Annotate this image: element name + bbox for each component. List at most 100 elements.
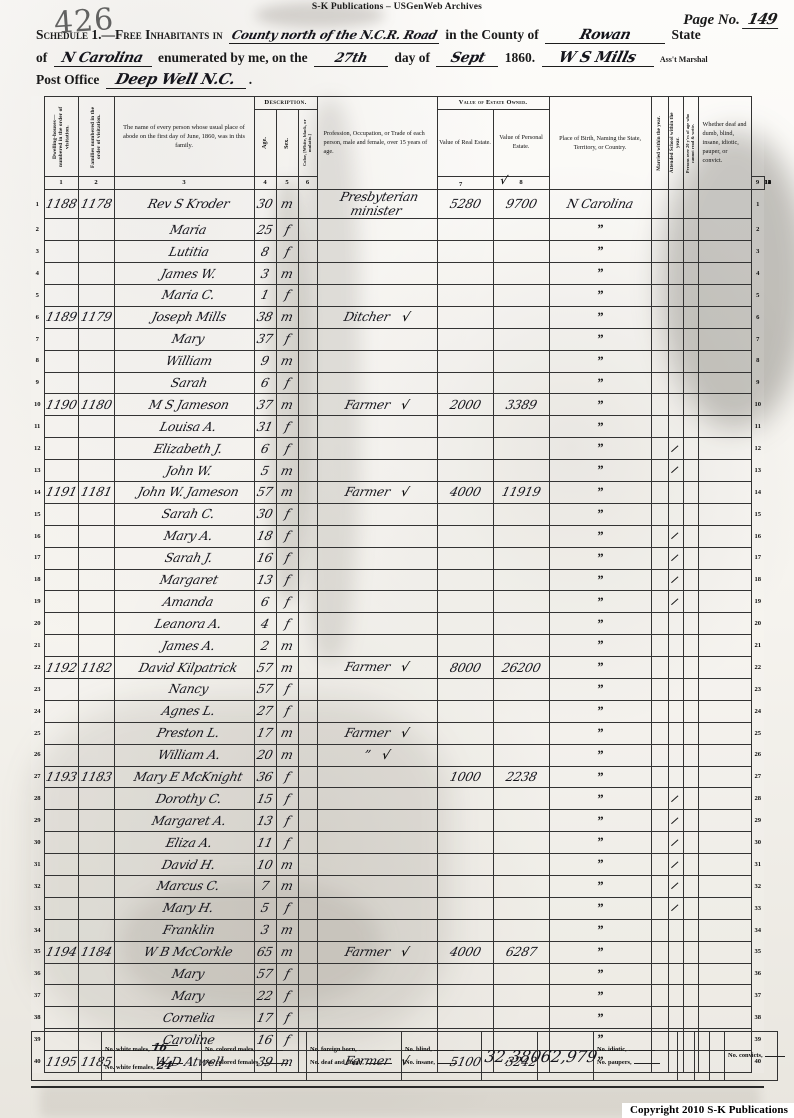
cell-sex-value: m [279,944,295,960]
footer-col11-blank [677,1031,695,1081]
cell-birthplace: ” [548,283,652,307]
cell-married-in-year [650,612,669,636]
cell-person-name-value: Elizabeth J. [152,440,225,456]
cell-family-number: 1179 [77,305,115,329]
cell-infirmities [697,896,752,920]
cell-birthplace-value: ” [596,943,604,959]
table-row: 32 Marcus C. 7 m ” 32 [31,875,764,898]
cell-age: 37 [253,393,277,417]
row-number-left: 22 [33,663,41,671]
cell-sex: f [275,765,299,789]
cell-attended-school [667,459,684,482]
cell-attended-school [667,568,684,592]
cell-sex: f [275,962,299,986]
cell-person-name-value: Joseph Mills [149,309,228,325]
cell-birthplace-value: ” [596,593,604,609]
cell-infirmities [697,984,752,1008]
cell-dwelling-number [43,787,79,811]
cell-age: 3 [253,918,277,942]
cell-age: 8 [253,240,277,264]
cell-occupation [316,524,438,548]
cell-age: 10 [253,853,277,877]
cell-age-value: 57 [255,681,275,697]
cell-age: 30 [253,502,277,526]
row-number-left: 31 [33,860,41,868]
cell-person-name: Dorothy C. [113,787,255,811]
cell-age: 13 [253,809,277,833]
cell-occupation [316,809,438,833]
cell-infirmities [697,765,752,789]
attended-school-slash-mark [671,836,680,847]
cell-cannot-read-write [682,984,699,1008]
page-number-field: Page No. 149 [683,10,783,29]
cell-birthplace-value: ” [596,681,604,697]
header-row-column-numbers: 1 2 3 4 5 6 7 √ 8 9 10 11 12 13 14 [31,174,771,191]
cell-real-estate-value [436,262,494,285]
cell-person-name: Margaret A. [113,809,255,833]
cell-married-in-year [650,634,669,658]
cell-occupation [316,502,438,526]
cell-personal-estate-value-value: 6287 [504,944,539,960]
cell-real-estate-value [436,568,494,592]
cell-person-name-value: Marcus C. [155,878,222,894]
cell-sex-value: f [283,593,292,609]
cell-person-name-value: Agnes L. [160,703,217,719]
cell-cannot-read-write [682,437,699,461]
cell-occupation [316,437,438,461]
row-number-right: 26 [754,751,762,759]
cell-birthplace-value: ” [596,615,604,631]
cell-real-estate-value [436,305,494,329]
cell-infirmities [697,189,752,220]
attended-school-slash-mark [671,442,680,453]
cell-color [297,459,318,482]
cell-married-in-year [650,327,669,351]
cell-infirmities [697,546,752,570]
cell-sex: f [275,240,299,264]
cell-color [297,918,318,942]
cell-occupation [316,896,438,920]
cell-personal-estate-value [492,502,550,526]
cell-occupation [316,962,438,986]
cell-personal-estate-value [492,437,550,461]
table-row: 34 Franklin 3 m ” 34 [31,918,764,942]
table-row: 9 Sarah 6 f ” 9 [31,371,764,395]
cell-real-estate-value [436,371,494,395]
cell-birthplace: N Carolina [548,189,652,220]
cell-sex-value: m [279,747,295,763]
row-number-left: 27 [33,773,41,781]
footer-convicts: No. convicts, [724,1031,785,1081]
cell-dwelling-number [43,459,79,482]
cell-sex-value: m [279,396,295,412]
cell-dwelling-number [43,743,79,767]
cell-color [297,809,318,833]
cell-birthplace-value: ” [596,571,604,587]
cell-attended-school [667,918,684,942]
cell-infirmities [697,524,752,548]
cell-person-name-value: Sarah C. [160,506,217,522]
row-number-right: 30 [754,839,762,846]
cell-age: 1 [253,283,277,307]
cell-color [297,371,318,395]
cell-personal-estate-value-value: 26200 [500,659,543,675]
cell-person-name-value: Eliza A. [164,834,214,850]
cell-person-name-value: Margaret [158,572,220,587]
cell-cannot-read-write [682,853,699,877]
row-number-left: 37 [33,992,41,1000]
row-number-right: 9 [756,379,760,387]
cell-cannot-read-write [682,393,699,417]
cell-real-estate-value [436,283,494,307]
cell-age-value: 7 [259,878,271,894]
cell-cannot-read-write [682,568,699,592]
cell-personal-estate-value [492,962,550,986]
cell-person-name-value: W B McCorkle [142,944,235,960]
cell-sex-value: f [283,243,292,259]
cell-married-in-year [650,984,669,1008]
cell-married-in-year [650,218,669,242]
cell-birthplace-value: ” [596,878,604,894]
cell-real-estate-value [436,984,494,1008]
cell-color [297,962,318,986]
row-number-left: 17 [33,554,41,562]
row-number-right: 2 [756,226,760,234]
spacer [31,177,44,190]
cell-married-in-year [650,809,669,833]
